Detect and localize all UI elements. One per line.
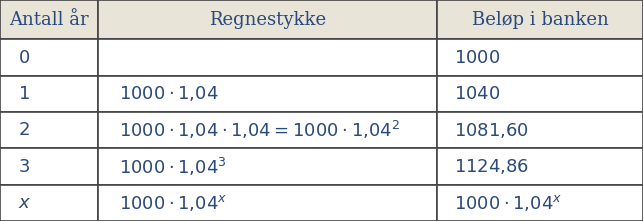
Bar [437,112,643,148]
Text: $0$: $0$ [18,48,30,67]
Bar [0,148,98,185]
Text: $3$: $3$ [18,158,30,175]
Bar [98,112,437,148]
Text: $1000$: $1000$ [454,48,500,67]
Text: Regnestykke: Regnestykke [209,11,327,29]
Text: Antall år: Antall år [10,11,89,29]
Bar [0,112,98,148]
Bar [0,39,98,76]
Text: $1$: $1$ [18,85,30,103]
Bar [437,39,643,76]
Text: $2$: $2$ [18,121,30,139]
Text: $1124{,}86$: $1124{,}86$ [454,157,529,176]
Bar [98,148,437,185]
Bar [437,185,643,221]
Bar [437,148,643,185]
Bar [98,0,437,39]
Text: $1000 \cdot 1{,}04$: $1000 \cdot 1{,}04$ [119,84,219,103]
Bar [437,76,643,112]
Bar [98,185,437,221]
Text: $1000 \cdot 1{,}04 \cdot 1{,}04 = 1000 \cdot 1{,}04^2$: $1000 \cdot 1{,}04 \cdot 1{,}04 = 1000 \… [119,119,400,141]
Bar [0,185,98,221]
Bar [437,0,643,39]
Bar [98,39,437,76]
Bar [0,76,98,112]
Text: $1000 \cdot 1{,}04^x$: $1000 \cdot 1{,}04^x$ [119,193,227,213]
Text: $1081{,}60$: $1081{,}60$ [454,121,529,140]
Text: $1000 \cdot 1{,}04^3$: $1000 \cdot 1{,}04^3$ [119,155,226,177]
Bar [0,0,98,39]
Bar [98,76,437,112]
Text: Beløp i banken: Beløp i banken [472,11,608,29]
Text: $1000 \cdot 1{,}04^x$: $1000 \cdot 1{,}04^x$ [454,193,562,213]
Text: $1040$: $1040$ [454,85,500,103]
Text: $x$: $x$ [18,194,31,212]
